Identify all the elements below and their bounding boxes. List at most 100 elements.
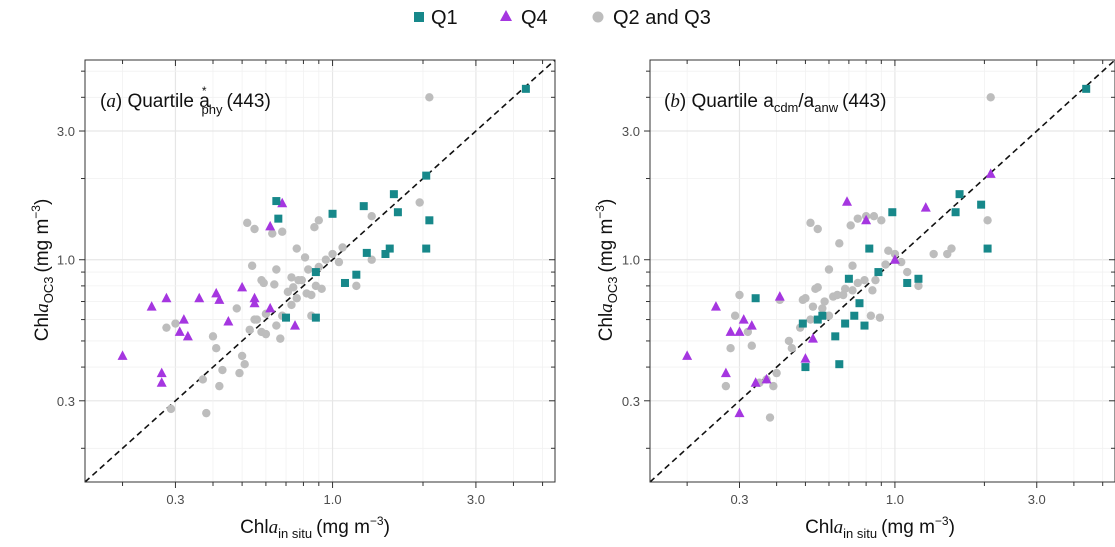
q1-point — [521, 84, 530, 93]
q23-point — [877, 216, 886, 225]
q23-point — [292, 244, 301, 253]
y-tick-label: 1.0 — [57, 253, 75, 268]
q23-point — [240, 359, 249, 369]
q4-point — [156, 367, 167, 378]
q1-point — [1082, 84, 1091, 93]
q23-point — [367, 211, 376, 221]
q23-point — [871, 275, 880, 285]
q4-point — [774, 291, 785, 301]
q1-point — [983, 244, 992, 253]
q23-point — [352, 281, 361, 291]
q1-point — [818, 311, 827, 320]
q23-point — [208, 332, 218, 341]
q4-point — [761, 373, 772, 384]
q23-point — [425, 93, 434, 102]
x-tick-label: 3.0 — [1028, 492, 1046, 507]
q1-point — [751, 294, 760, 303]
q4-point — [800, 353, 811, 363]
q23-point — [162, 323, 171, 332]
q4-point — [861, 214, 872, 225]
q4-point — [249, 292, 260, 303]
panel-a: 0.3 0.3 1.0 1.0 3.0 3.0 (a) Quartile a* phy (44… — [29, 59, 556, 541]
q1-point — [274, 214, 283, 223]
q23-point — [890, 249, 900, 259]
q23-point — [869, 211, 879, 221]
q4-point — [194, 292, 205, 303]
panel-b-frame — [649, 59, 1115, 483]
q23-point — [784, 336, 794, 346]
q4-point — [265, 302, 276, 313]
q1-point — [425, 216, 434, 225]
q1-point — [422, 244, 431, 253]
q23-point — [846, 221, 855, 230]
q23-point — [235, 368, 244, 378]
q23-point — [820, 297, 829, 306]
q23-point — [806, 218, 815, 228]
q23-point — [868, 286, 877, 295]
q4-point — [682, 350, 693, 360]
panel-a-x-axis-title: Chlain situ (mg m−3) — [240, 514, 390, 541]
q4-point — [182, 330, 193, 341]
q4-point — [117, 350, 128, 360]
q23-point — [338, 243, 347, 252]
q1-point — [951, 208, 960, 217]
panel-b-title: (b) Quartile acdm/aanw (443) — [664, 91, 886, 115]
q1-point — [841, 319, 850, 328]
q23-point — [866, 311, 876, 320]
q23-point — [813, 224, 822, 234]
q1-point — [977, 200, 986, 209]
panel-b-y-axis-title: ChlaOC3(mg m−3) — [593, 199, 620, 342]
q4-point — [710, 301, 721, 311]
q23-point — [818, 304, 827, 313]
q23-point — [929, 249, 938, 259]
q23-point — [317, 284, 326, 294]
q23-point — [243, 218, 252, 228]
q4-point — [156, 377, 167, 387]
q23-point — [245, 325, 254, 334]
q1-point — [311, 268, 320, 277]
q23-point — [300, 253, 310, 262]
legend-label-q23: Q2 and Q3 — [613, 7, 711, 29]
q1-point — [798, 319, 807, 328]
q1-point — [865, 244, 874, 253]
q23-point — [272, 321, 281, 330]
q23-point — [237, 351, 247, 361]
q23-point — [853, 278, 862, 288]
q23-point — [848, 261, 857, 270]
q4-point — [211, 287, 222, 298]
y-tick-label: 0.3 — [622, 394, 640, 409]
q23-point — [824, 311, 834, 320]
q4-point — [746, 320, 757, 330]
q4-point — [807, 333, 818, 343]
x-tick-label: 1.0 — [886, 492, 904, 507]
panel-b-points — [649, 59, 1115, 483]
q1-point — [903, 278, 912, 287]
q23-point — [875, 313, 885, 322]
y-tick-label: 0.3 — [57, 394, 75, 409]
q4-point — [214, 294, 225, 304]
q23-point — [743, 327, 753, 337]
q1-point — [328, 209, 337, 218]
q1-point — [393, 208, 402, 217]
q23-point — [261, 329, 271, 339]
q1-point — [340, 278, 349, 287]
q23-point — [813, 283, 822, 292]
q23-point — [287, 273, 296, 282]
q4-point — [720, 367, 731, 378]
q23-point — [310, 223, 319, 232]
q4-point — [889, 254, 900, 264]
q23-point — [171, 319, 180, 328]
q1-point — [359, 202, 368, 211]
q23-point — [232, 304, 241, 313]
q1-point — [813, 315, 822, 324]
q4-point — [223, 316, 234, 326]
q23-point — [287, 300, 296, 310]
q23-point — [270, 280, 279, 289]
q1-point — [362, 248, 371, 257]
x-tick-label: 1.0 — [324, 492, 342, 507]
q23-point — [853, 214, 862, 223]
q23-point — [272, 265, 281, 274]
q23-point — [328, 249, 337, 259]
q23-point — [860, 275, 869, 285]
